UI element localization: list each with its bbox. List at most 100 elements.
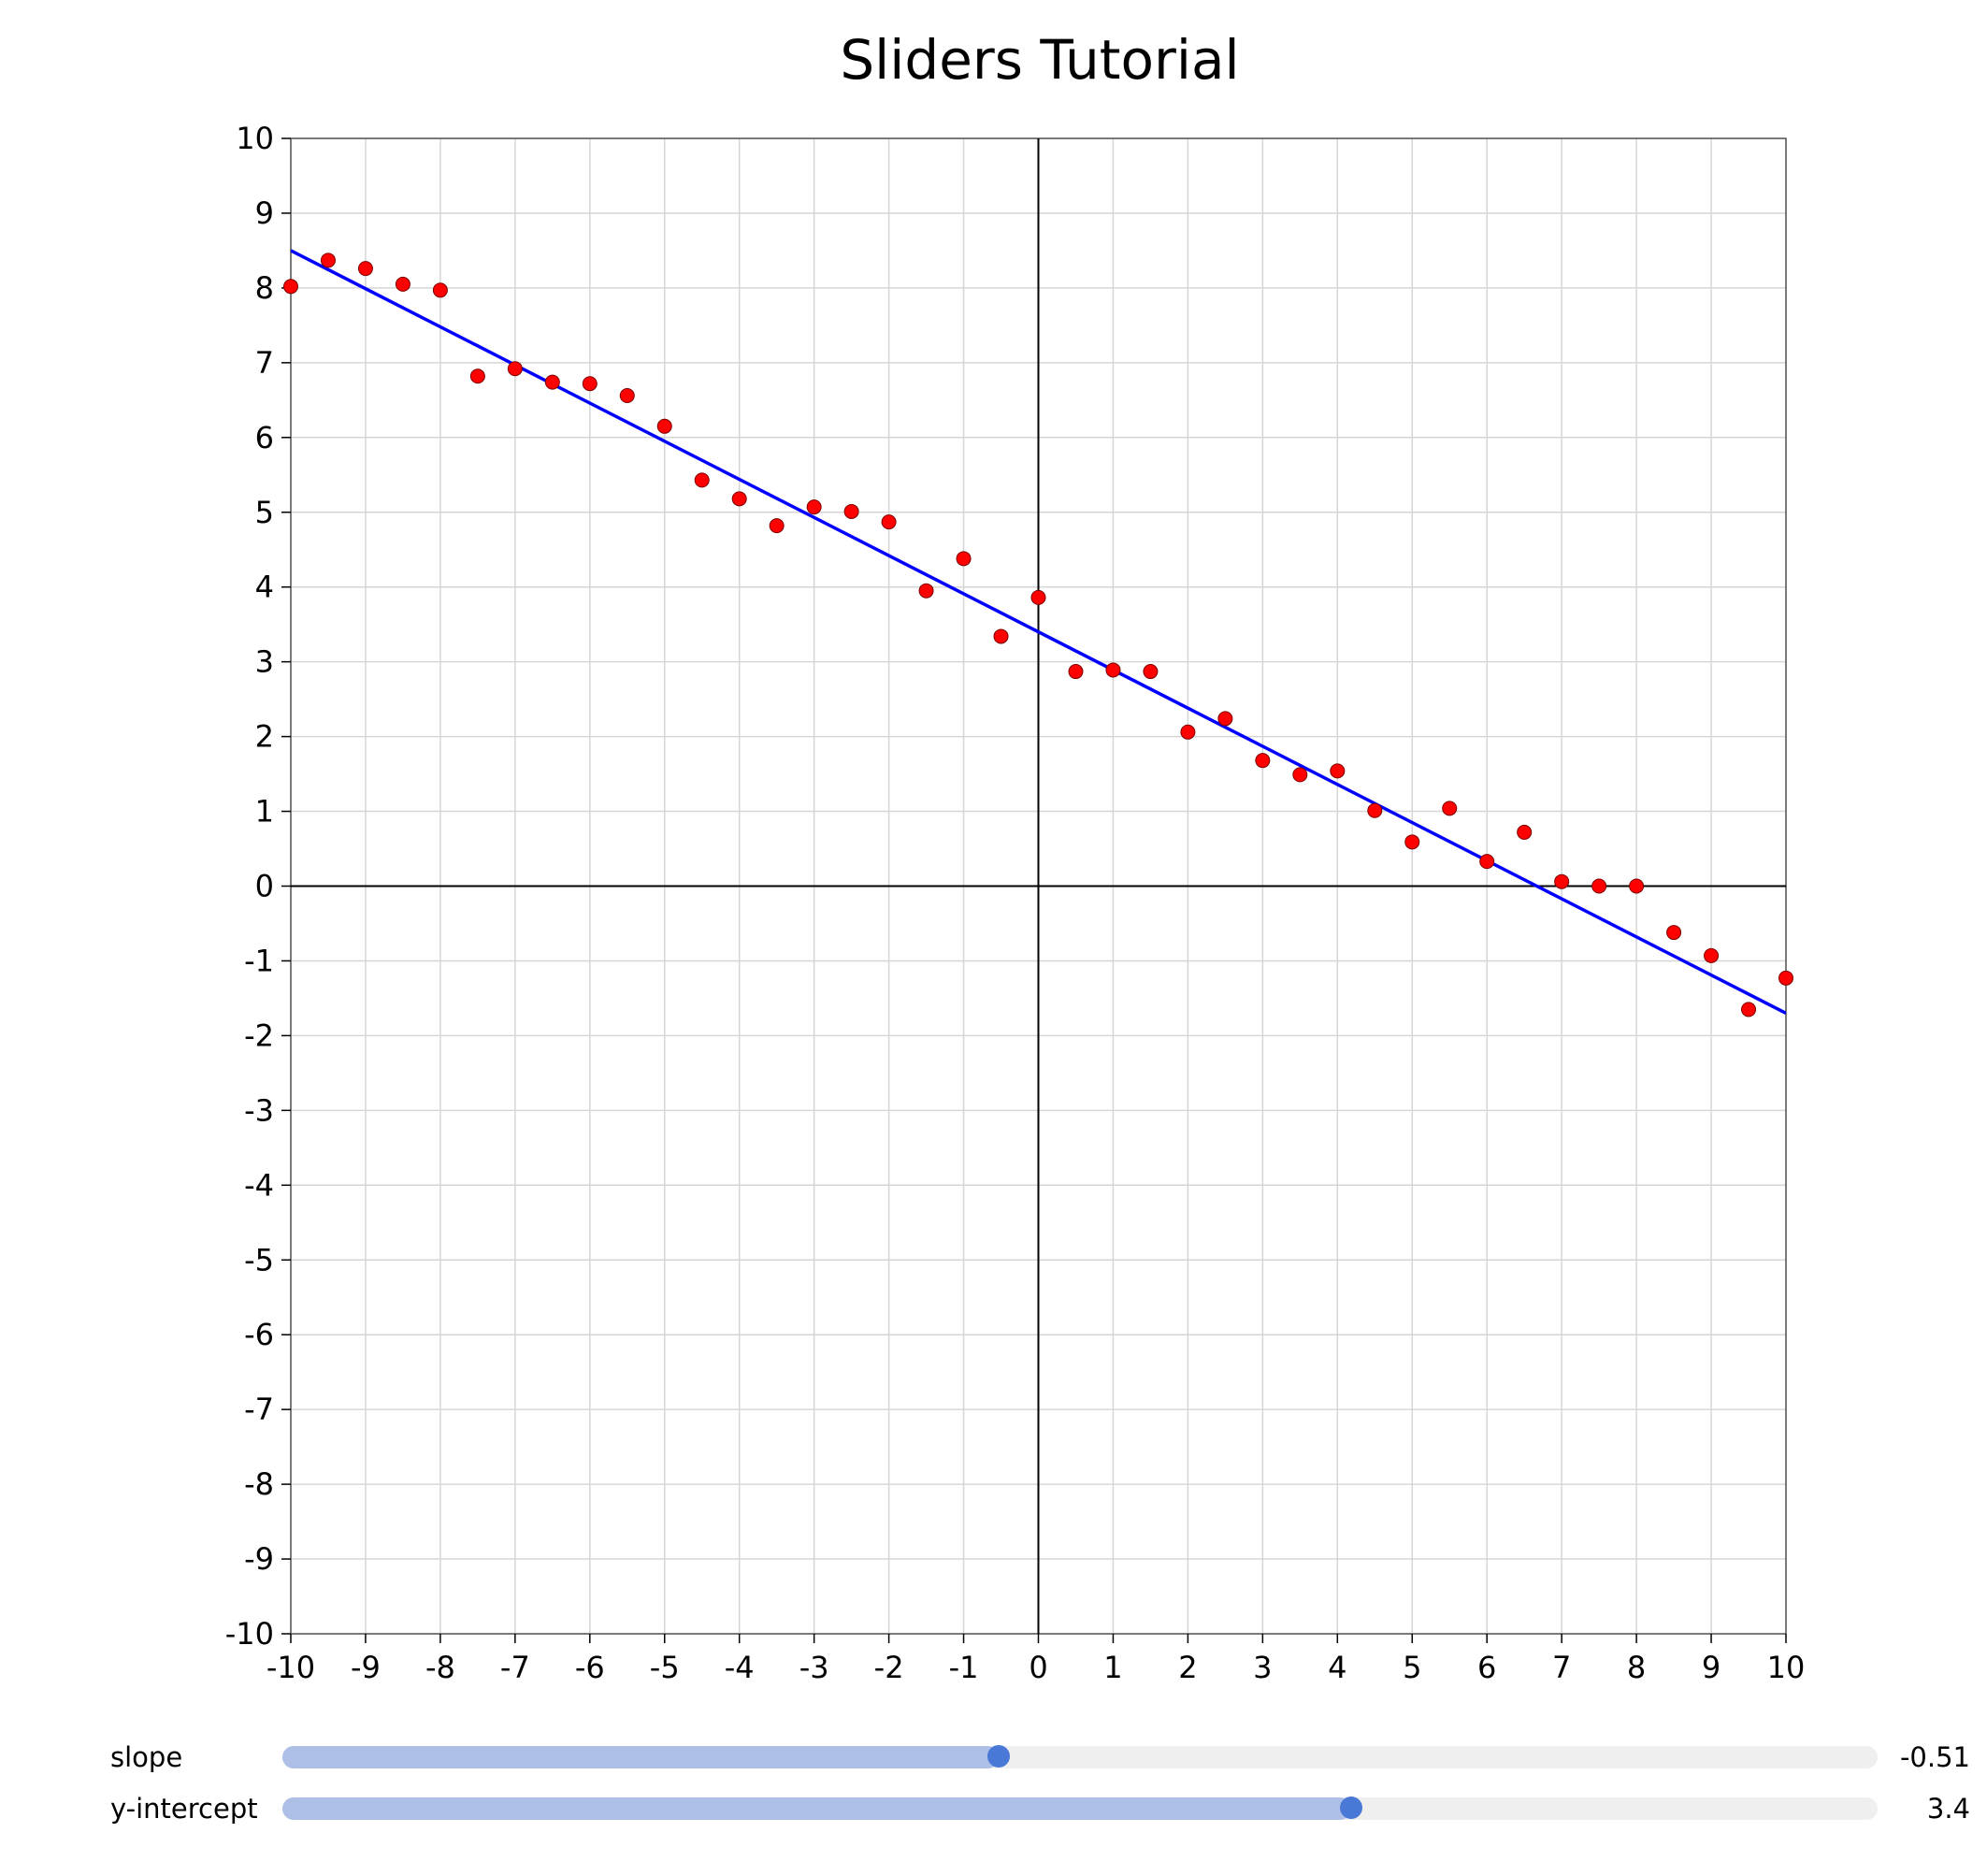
slope-slider-track[interactable] [282, 1745, 1878, 1768]
y-tick-label: -6 [244, 1317, 274, 1352]
x-tick-label: -1 [949, 1650, 979, 1685]
x-tick-label: 9 [1702, 1650, 1721, 1685]
scatter-point [1143, 664, 1159, 680]
scatter-point [993, 628, 1009, 644]
y-tick-label: -8 [244, 1466, 274, 1502]
x-tick-label: -10 [266, 1650, 315, 1685]
x-tick-label: -8 [425, 1650, 455, 1685]
x-tick-label: -3 [799, 1650, 829, 1685]
scatter-point [469, 368, 485, 384]
x-tick-label: 10 [1767, 1650, 1806, 1685]
scatter-point [956, 551, 972, 567]
slope-slider-fill [282, 1746, 999, 1768]
scatter-point [320, 253, 336, 268]
x-tick-label: 6 [1477, 1650, 1496, 1685]
scatter-point [544, 374, 560, 390]
scatter-point [1666, 925, 1682, 941]
y-tick-label: -1 [244, 943, 274, 978]
scatter-point [1217, 711, 1233, 727]
fit-line-layer [291, 249, 1786, 1015]
slope-label: slope [110, 1741, 183, 1773]
y-tick-label: 7 [255, 345, 274, 381]
scatter-point [806, 499, 822, 515]
chart: Sliders Tutorial -10 -9 -8 -7 -6 -5 -4 -3 -2 -1 0 1… [225, 28, 1806, 1685]
x-tick-label: 0 [1029, 1650, 1047, 1685]
scatter-point [769, 518, 785, 534]
intercept-value: 3.4 [1926, 1793, 1970, 1825]
y-tick-label: 4 [255, 570, 274, 605]
scatter-point [507, 361, 523, 377]
y-tick-label: 8 [255, 270, 274, 306]
y-tick-label: -2 [244, 1017, 274, 1053]
y-tick-label: -5 [244, 1242, 274, 1277]
scatter-point [1442, 801, 1458, 816]
intercept-slider-fill [282, 1797, 1352, 1820]
scatter-point [694, 472, 710, 488]
scatter-point [1030, 589, 1046, 605]
scatter-point [731, 491, 747, 507]
x-tick-label: -4 [725, 1650, 755, 1685]
y-tick-label: 0 [255, 869, 274, 904]
intercept-slider-row: y-intercept 3.4 [0, 1785, 1987, 1832]
x-tick-label: 8 [1627, 1650, 1646, 1685]
scatter-point [1180, 724, 1196, 740]
x-tick-label: 7 [1552, 1650, 1571, 1685]
scatter-point [1629, 878, 1645, 894]
y-tick-label: 2 [255, 719, 274, 755]
intercept-label: y-intercept [110, 1793, 258, 1825]
scatter-point [1704, 947, 1720, 963]
scatter-point [1404, 834, 1420, 850]
y-tick-label: 9 [255, 195, 274, 231]
scatter-point [1105, 662, 1121, 678]
y-tick-label: 10 [236, 121, 274, 156]
x-tick-label: 4 [1328, 1650, 1346, 1685]
scatter-point [582, 376, 598, 392]
x-tick-label: -7 [500, 1650, 530, 1685]
y-tick-label: -10 [225, 1616, 274, 1652]
x-tick-label: 2 [1178, 1650, 1197, 1685]
scatter-point [619, 388, 635, 404]
scatter-point [283, 279, 298, 295]
scatter-point [1330, 763, 1346, 779]
slope-value: -0.51 [1899, 1741, 1970, 1773]
scatter-point [1778, 970, 1793, 986]
x-tick-label: -2 [874, 1650, 904, 1685]
scatter-point [656, 418, 672, 434]
scatter-point [1517, 824, 1533, 840]
scatter-point [1255, 753, 1271, 769]
tick-labels: -10 -9 -8 -7 -6 -5 -4 -3 -2 -1 0 1 2 3 4 5 6 7 8 9 101098765… [225, 121, 1806, 1685]
y-tick-label: 6 [255, 420, 274, 455]
scatter-point [357, 261, 373, 277]
scatter-point [395, 276, 410, 292]
chart-title: Sliders Tutorial [840, 28, 1239, 92]
intercept-slider-track[interactable] [282, 1797, 1878, 1820]
y-tick-label: 5 [255, 495, 274, 530]
x-tick-label: 1 [1103, 1650, 1122, 1685]
scatter-point [1068, 664, 1084, 680]
scatter-point [1554, 873, 1570, 889]
scatter-points [283, 253, 1793, 1017]
scatter-point [1741, 1002, 1757, 1017]
x-tick-label: -6 [575, 1650, 605, 1685]
scatter-point [432, 282, 448, 298]
slope-slider-thumb[interactable] [986, 1745, 1010, 1768]
y-tick-label: -4 [244, 1167, 274, 1203]
scatter-point [1367, 802, 1383, 818]
scatter-point [1591, 878, 1607, 894]
x-tick-label: 5 [1403, 1650, 1421, 1685]
x-tick-label: -9 [351, 1650, 381, 1685]
scatter-point [881, 514, 897, 530]
axes [281, 137, 1787, 1643]
scatter-point [843, 503, 859, 519]
scatter-point [1479, 854, 1495, 870]
y-tick-label: -7 [244, 1392, 274, 1427]
y-tick-label: 1 [255, 794, 274, 830]
y-tick-label: -3 [244, 1092, 274, 1128]
x-tick-label: 3 [1253, 1650, 1272, 1685]
scatter-point [918, 583, 934, 599]
intercept-slider-thumb[interactable] [1340, 1797, 1363, 1819]
y-tick-label: 3 [255, 644, 274, 680]
slope-slider-row: slope -0.51 [0, 1734, 1987, 1781]
fit-line [291, 249, 1786, 1015]
scatter-point [1292, 767, 1308, 783]
